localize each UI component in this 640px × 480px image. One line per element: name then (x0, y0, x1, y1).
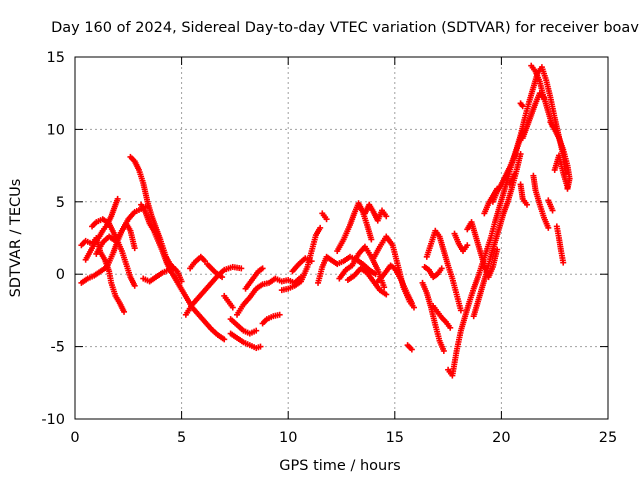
data-point (308, 258, 315, 265)
axis-ticks: 0 5 10 15 20 25 -10 -5 0 5 10 15 (41, 50, 617, 446)
data-point (229, 304, 236, 311)
data-point (317, 224, 324, 231)
data-point (381, 284, 388, 291)
data-point (494, 246, 501, 253)
grid-lines (75, 57, 608, 419)
data-point (457, 307, 464, 314)
data-point (131, 282, 138, 289)
data-point (131, 245, 138, 252)
data-point (440, 347, 447, 354)
data-point (408, 346, 415, 353)
data-point (494, 185, 501, 192)
data-point (383, 291, 390, 298)
data-point (238, 265, 245, 272)
data-point (114, 195, 121, 202)
x-tick-label: 20 (492, 430, 510, 446)
data-point (511, 171, 518, 178)
data-point (438, 265, 445, 272)
x-tick-label: 5 (177, 430, 186, 446)
chart-title: Day 160 of 2024, Sidereal Day-to-day VTE… (51, 20, 639, 36)
y-tick-label: -5 (51, 340, 65, 356)
data-point (219, 274, 226, 281)
x-axis-label: GPS time / hours (279, 458, 400, 474)
data-point (383, 213, 390, 220)
plot-frame (74, 56, 609, 420)
data-point (541, 95, 548, 102)
y-tick-label: 10 (47, 122, 65, 138)
data-point (523, 201, 530, 208)
x-tick-label: 25 (599, 430, 617, 446)
data-point (564, 185, 571, 192)
data-point (178, 278, 185, 285)
y-tick-label: 5 (56, 195, 65, 211)
y-tick-label: -10 (41, 412, 65, 428)
data-point (560, 259, 567, 266)
data-point (121, 308, 128, 315)
data-point (276, 311, 283, 318)
data-point (545, 224, 552, 231)
y-tick-label: 15 (47, 50, 65, 66)
data-point (257, 343, 264, 350)
x-tick-label: 0 (70, 430, 79, 446)
data-point (464, 242, 471, 249)
data-point (447, 324, 454, 331)
data-series-sdtvar (78, 62, 573, 379)
data-point (259, 265, 266, 272)
x-tick-label: 10 (279, 430, 297, 446)
data-point (517, 151, 524, 158)
data-point (323, 216, 330, 223)
y-axis-label: SDTVAR / TECUs (8, 179, 24, 298)
data-point (253, 327, 260, 334)
data-point (519, 103, 526, 110)
x-tick-label: 15 (386, 430, 404, 446)
data-point (549, 207, 556, 214)
data-point (368, 236, 375, 243)
y-tick-label: 0 (56, 267, 65, 283)
data-point (221, 336, 228, 343)
data-point (410, 304, 417, 311)
data-point (408, 300, 415, 307)
